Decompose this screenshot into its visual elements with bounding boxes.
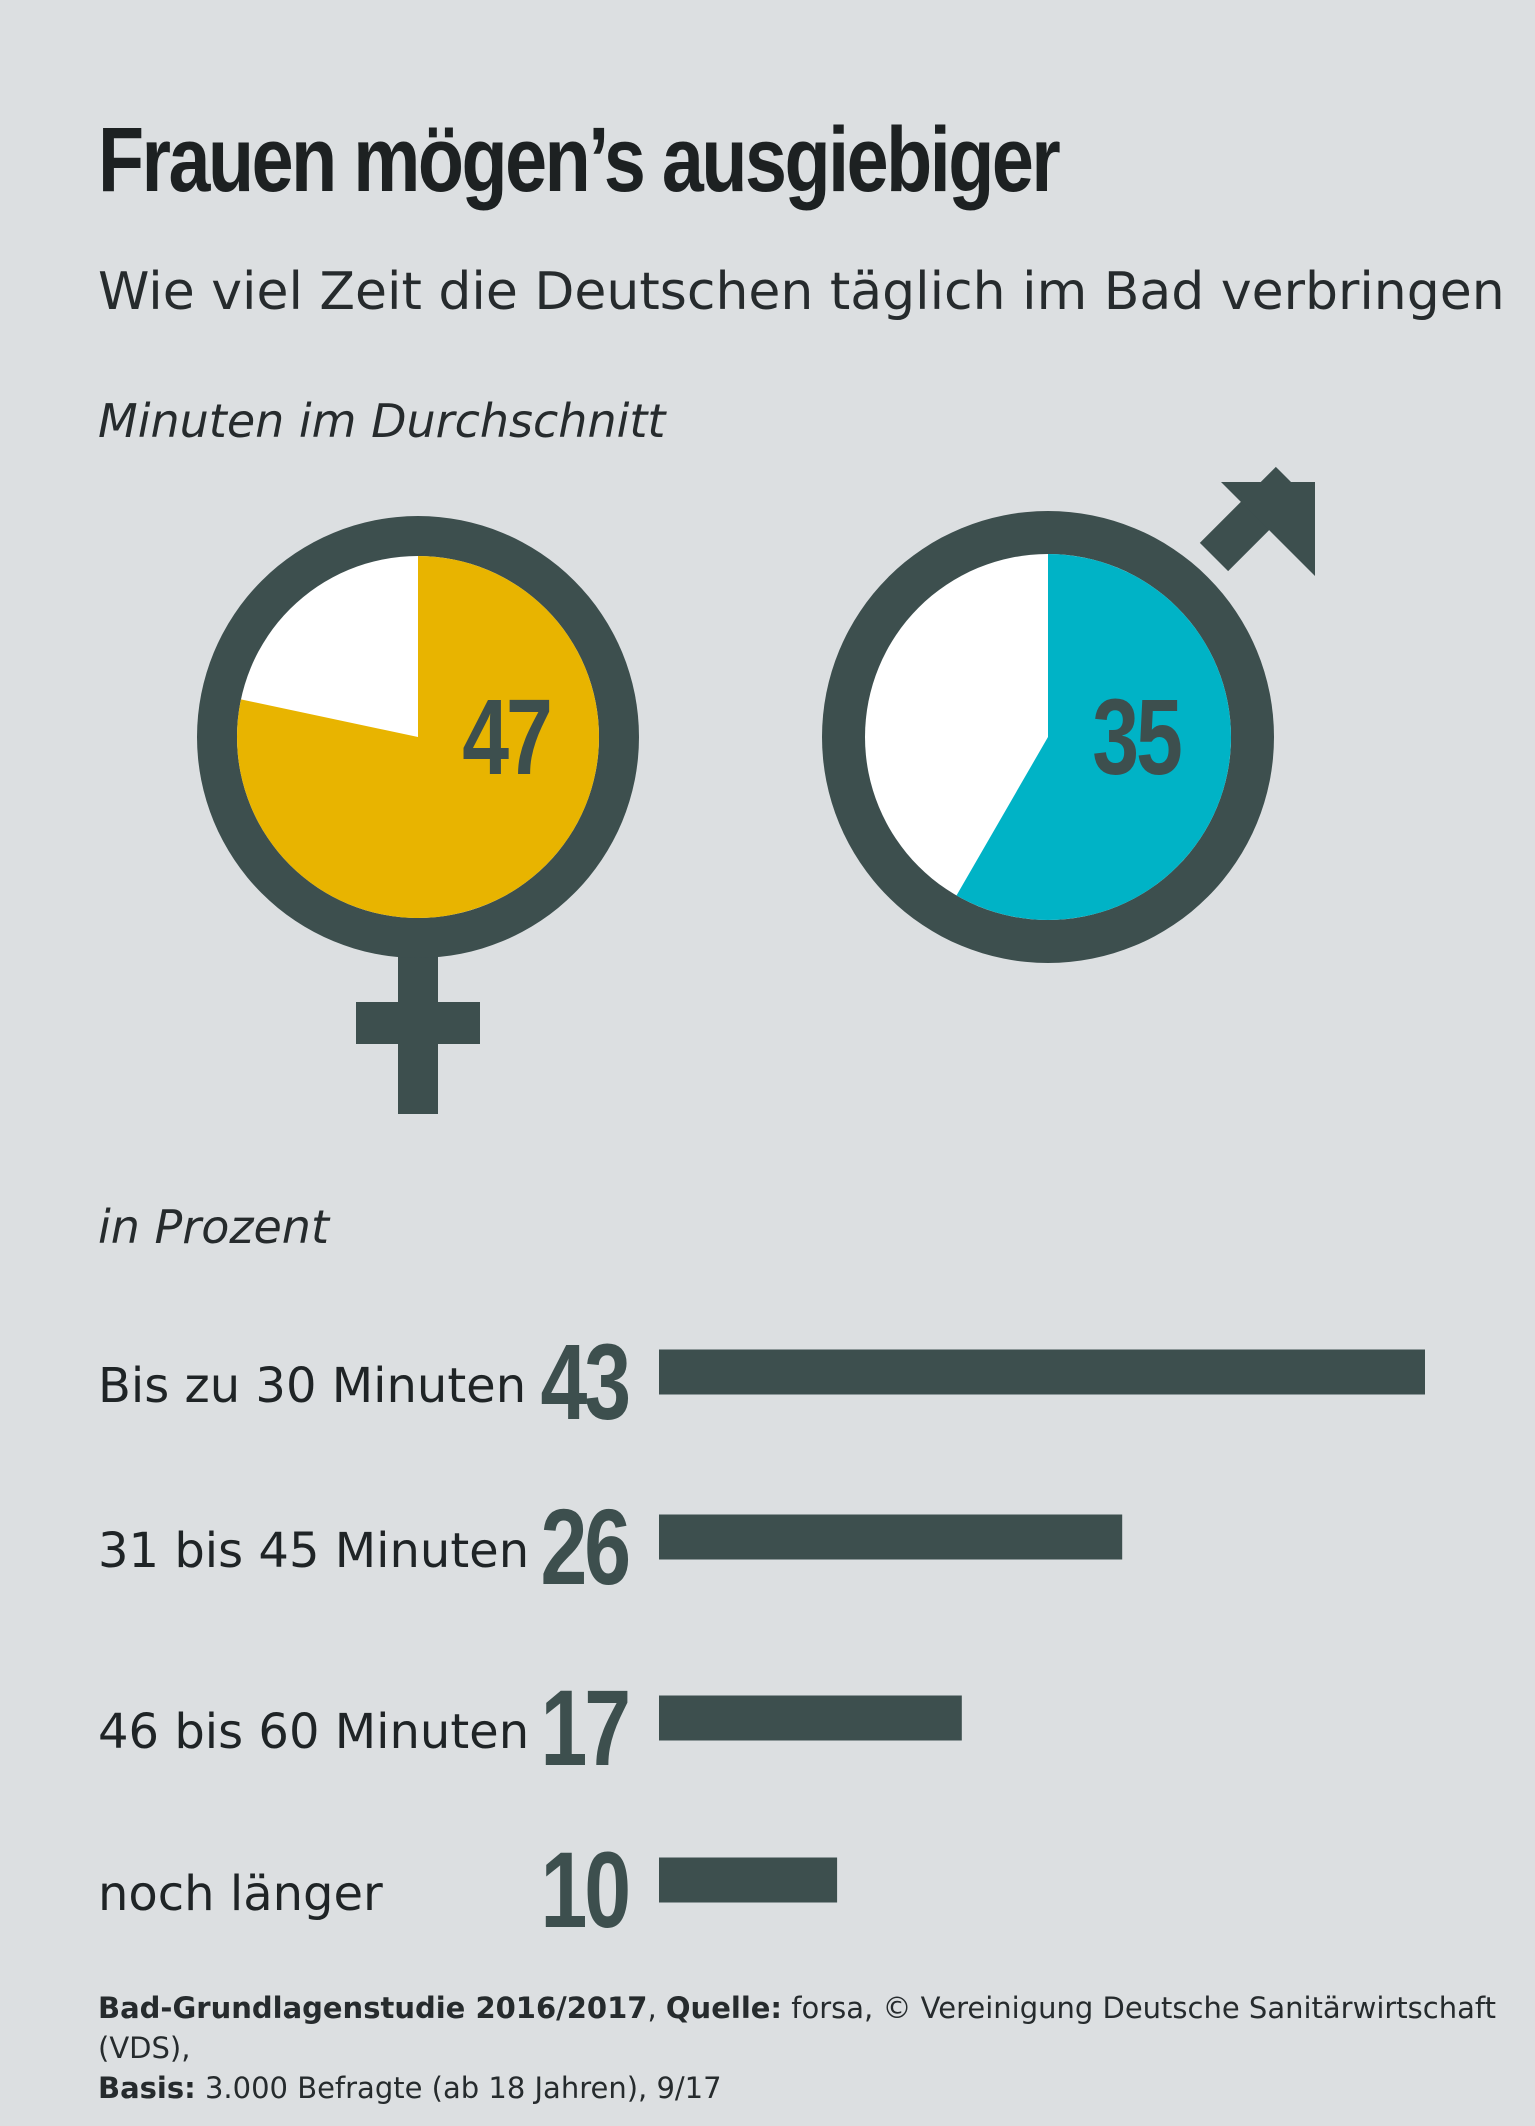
male-symbol: 35 (822, 466, 1315, 963)
bar-value-label: 10 (541, 1829, 628, 1951)
source-text: forsa, © Vereinigung Deutsche Sanitärwir… (98, 1991, 1496, 2065)
bar (659, 1514, 1123, 1560)
section-unit-percent: in Prozent (98, 1200, 329, 1254)
chart-subtitle: Wie viel Zeit die Deutschen täglich im B… (98, 262, 1505, 322)
male-value-label: 35 (1092, 676, 1181, 798)
bar-value-label: 26 (541, 1486, 629, 1608)
bar-category-label: Bis zu 30 Minuten (98, 1358, 526, 1414)
basis-text: 3.000 Befragte (ab 18 Jahren), 9/17 (195, 2071, 722, 2105)
bar-value-label: 17 (541, 1667, 628, 1789)
female-value-label: 47 (462, 676, 549, 798)
bar (659, 1695, 962, 1741)
source-study: Bad-Grundlagenstudie 2016/2017 (98, 1991, 648, 2025)
male-arrow-head (1221, 482, 1315, 576)
female-pie-slice (237, 556, 600, 918)
bar (659, 1857, 838, 1903)
female-symbol: 47 (197, 516, 639, 1114)
source-label: Quelle: (665, 1991, 783, 2025)
source-note: Bad-Grundlagenstudie 2016/2017, Quelle: … (98, 1991, 1496, 2105)
bar (659, 1349, 1425, 1395)
chart-title: Frauen mögen’s ausgiebiger (98, 109, 1061, 211)
male-pie-slice (956, 554, 1232, 920)
bar-category-label: noch länger (98, 1866, 383, 1922)
bar-category-label: 46 bis 60 Minuten (98, 1704, 529, 1760)
gender-pie-charts: 47 35 (197, 466, 1315, 1114)
basis-label: Basis: (98, 2071, 196, 2105)
section-unit-minutes: Minuten im Durchschnitt (98, 394, 666, 448)
bar-value-label: 43 (541, 1321, 629, 1443)
bar-category-label: 31 bis 45 Minuten (98, 1523, 529, 1579)
female-cross-bar (356, 1002, 480, 1044)
